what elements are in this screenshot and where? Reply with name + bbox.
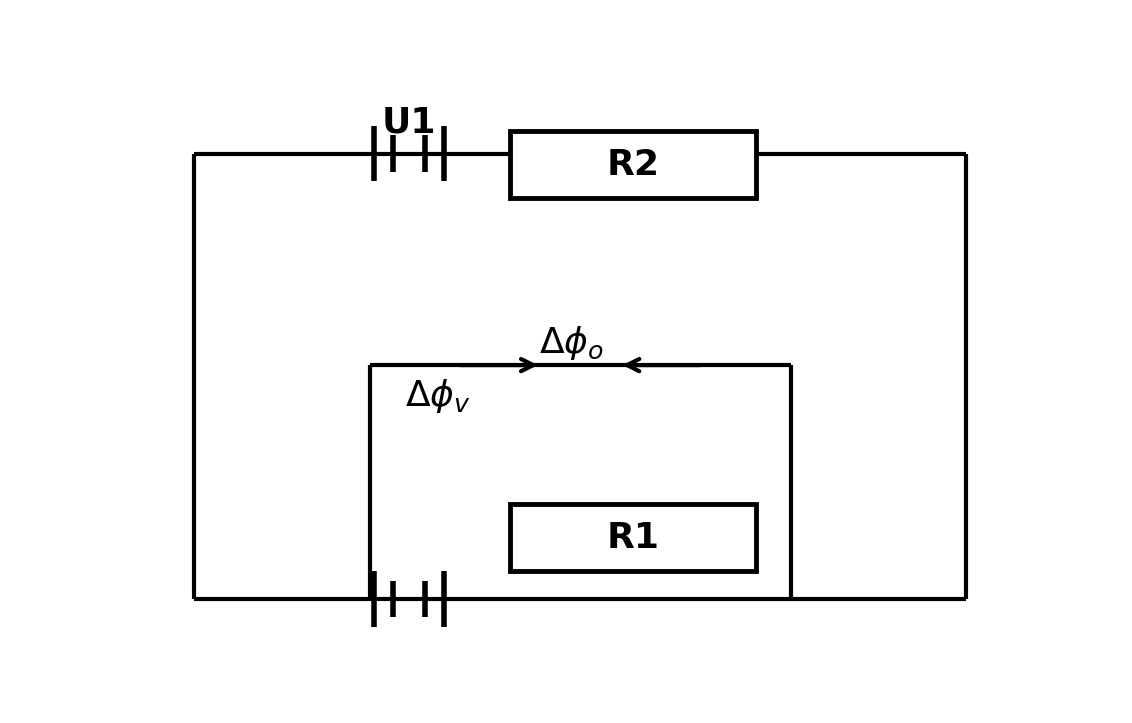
Text: $\Delta\phi_o$: $\Delta\phi_o$: [539, 325, 603, 362]
Bar: [509, 505, 756, 571]
Text: U1: U1: [381, 106, 436, 140]
Text: $\Delta\phi_v$: $\Delta\phi_v$: [405, 377, 471, 415]
Bar: [509, 132, 756, 198]
Text: R1: R1: [607, 521, 659, 555]
Text: R2: R2: [607, 147, 659, 181]
